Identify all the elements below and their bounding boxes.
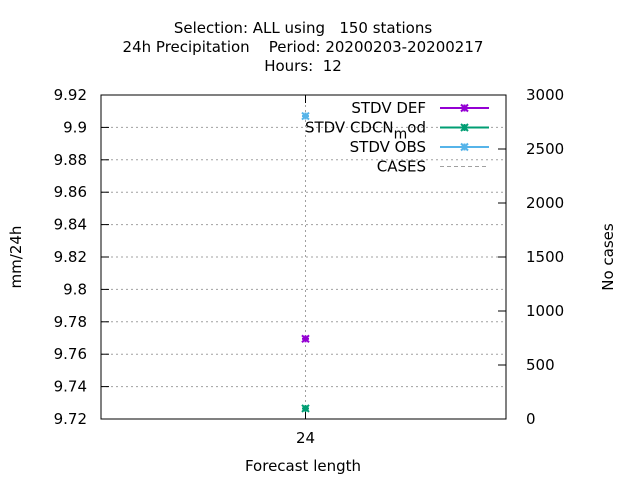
title-line-3: Hours: 12 [264,57,342,75]
y-tick-label: 9.8 [63,280,87,298]
y-tick-label: 9.86 [54,183,87,201]
y-tick-label: 9.82 [54,248,87,266]
y-tick-label: 9.84 [54,216,87,234]
legend-marker [460,142,469,152]
y-axis-label: mm/24h [7,226,25,289]
legend-label: STDV OBS [350,138,426,156]
y-tick-label: 9.92 [54,86,87,104]
data-point-1-0 [301,404,310,413]
data-point-2-0 [301,111,310,121]
y-tick-label: 9.72 [54,410,87,428]
data-point-0-0 [301,334,310,344]
legend-label: STDV CDCNmod [305,119,426,143]
y2-tick-label: 2500 [526,140,564,158]
legend-marker [460,103,469,113]
title-line-2: 24h Precipitation Period: 20200203-20200… [123,38,484,56]
x-axis-label: Forecast length [245,457,361,475]
legend-label: CASES [377,158,426,176]
legend-marker [460,123,469,132]
y-tick-label: 9.78 [54,313,87,331]
data-points [301,111,310,413]
legend-label: STDV DEF [351,99,426,117]
y-tick-label: 9.74 [54,378,87,396]
x-tick-label: 24 [296,429,315,447]
title-line-1: Selection: ALL using 150 stations [174,19,433,37]
y2-tick-label: 0 [526,410,536,428]
y2-tick-label: 500 [526,356,555,374]
y2-axis-ticks: 0 500 1000 1500 2000 2500 3000 [498,86,564,428]
y2-tick-label: 1500 [526,248,564,266]
grid [101,95,506,419]
y-tick-label: 9.9 [63,118,87,136]
y-axis-ticks: 9.72 9.74 9.76 9.78 9.8 9.82 9.84 9.86 9.88 9.9 9.… [54,86,109,428]
y-tick-label: 9.76 [54,345,87,363]
y2-axis-label: No cases [599,223,617,291]
y2-tick-label: 3000 [526,86,564,104]
x-axis-ticks: 24 [296,95,315,447]
y-tick-label: 9.88 [54,151,87,169]
y2-tick-label: 2000 [526,194,564,212]
y2-tick-label: 1000 [526,302,564,320]
